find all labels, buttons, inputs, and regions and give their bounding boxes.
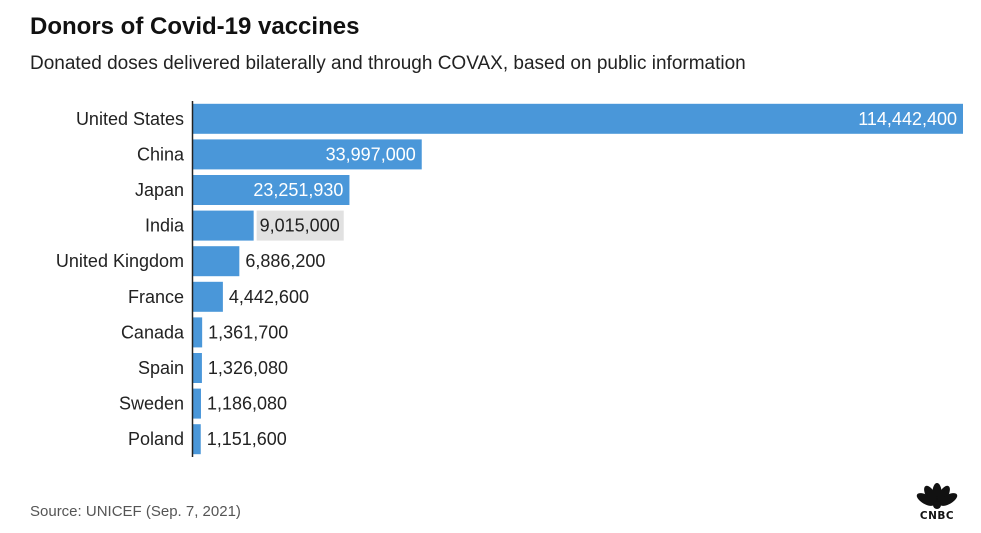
bar <box>193 103 963 134</box>
category-label: Spain <box>138 358 184 378</box>
cnbc-wordmark: CNBC <box>919 510 955 522</box>
bar <box>193 388 201 419</box>
value-label: 6,886,200 <box>245 251 325 271</box>
bar <box>193 353 202 383</box>
value-label: 1,326,080 <box>208 358 288 378</box>
bar <box>193 281 223 312</box>
peacock-icon <box>916 483 958 509</box>
chart-subtitle: Donated doses delivered bilaterally and … <box>30 53 746 74</box>
value-label: 23,251,930 <box>253 180 343 200</box>
bar <box>193 317 203 348</box>
category-label: France <box>128 287 184 307</box>
source-note: Source: UNICEF (Sep. 7, 2021) <box>30 503 241 520</box>
value-label: 4,442,600 <box>229 287 309 307</box>
cnbc-logo: CNBC <box>906 480 968 522</box>
value-label: 1,151,600 <box>207 429 287 449</box>
bar <box>193 246 240 277</box>
bar <box>193 210 254 241</box>
category-label: Canada <box>121 322 185 342</box>
category-label: United Kingdom <box>56 251 184 271</box>
chart-title: Donors of Covid-19 vaccines <box>30 13 360 40</box>
value-label: 33,997,000 <box>326 144 416 164</box>
category-label: Sweden <box>119 394 184 414</box>
value-label: 9,015,000 <box>260 216 340 236</box>
category-label: Poland <box>128 429 184 449</box>
value-label: 1,186,080 <box>207 394 287 414</box>
bar <box>193 175 350 205</box>
bar <box>193 424 201 455</box>
value-label: 1,361,700 <box>208 322 288 342</box>
bar <box>193 139 422 170</box>
value-highlight <box>256 210 344 241</box>
category-label: India <box>145 216 185 236</box>
category-label: Japan <box>135 180 184 200</box>
value-label: 114,442,400 <box>858 109 957 129</box>
category-label: China <box>137 144 185 164</box>
category-label: United States <box>76 109 184 129</box>
